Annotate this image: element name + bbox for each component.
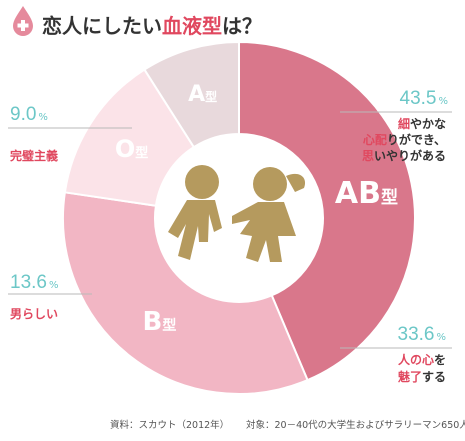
caption-a-line-1: 完璧主義 [10,148,58,163]
caption-b-line-1: 人の心を [398,352,446,367]
connector-lines [8,111,452,349]
percent-b: 33.6% [398,324,447,345]
couple-dancing-icon [168,165,306,262]
caption-o-line-1: 男らしい [10,307,58,321]
source-target: 対象：20－40代の大学生およびサラリーマン650人 [246,419,465,431]
source-label: 資料：スカウト（2012年） [110,419,229,431]
percent-a: 9.0% [10,104,48,125]
caption-ab-line-1: 細やかな [398,116,446,131]
caption-ab-line-3: 思いやりがある [362,148,446,163]
page-title: 恋人にしたい血液型は？ [42,14,262,38]
segment-label-b: B型 [143,307,177,337]
segment-label-a: A型 [188,82,217,107]
segment-labels: AB型 B型 O型 A型 [115,82,398,337]
segment-label-ab: AB型 [335,176,398,211]
title-row: 恋人にしたい血液型は？ [13,6,262,38]
segment-label-o: O型 [115,135,148,163]
caption-b-line-2: 魅了する [398,369,446,384]
percent-o: 13.6% [10,272,59,293]
percent-ab: 43.5% [400,88,449,109]
caption-ab-line-2: 心配りができ、 [363,132,446,147]
blood-drop-plus-icon [13,6,33,36]
